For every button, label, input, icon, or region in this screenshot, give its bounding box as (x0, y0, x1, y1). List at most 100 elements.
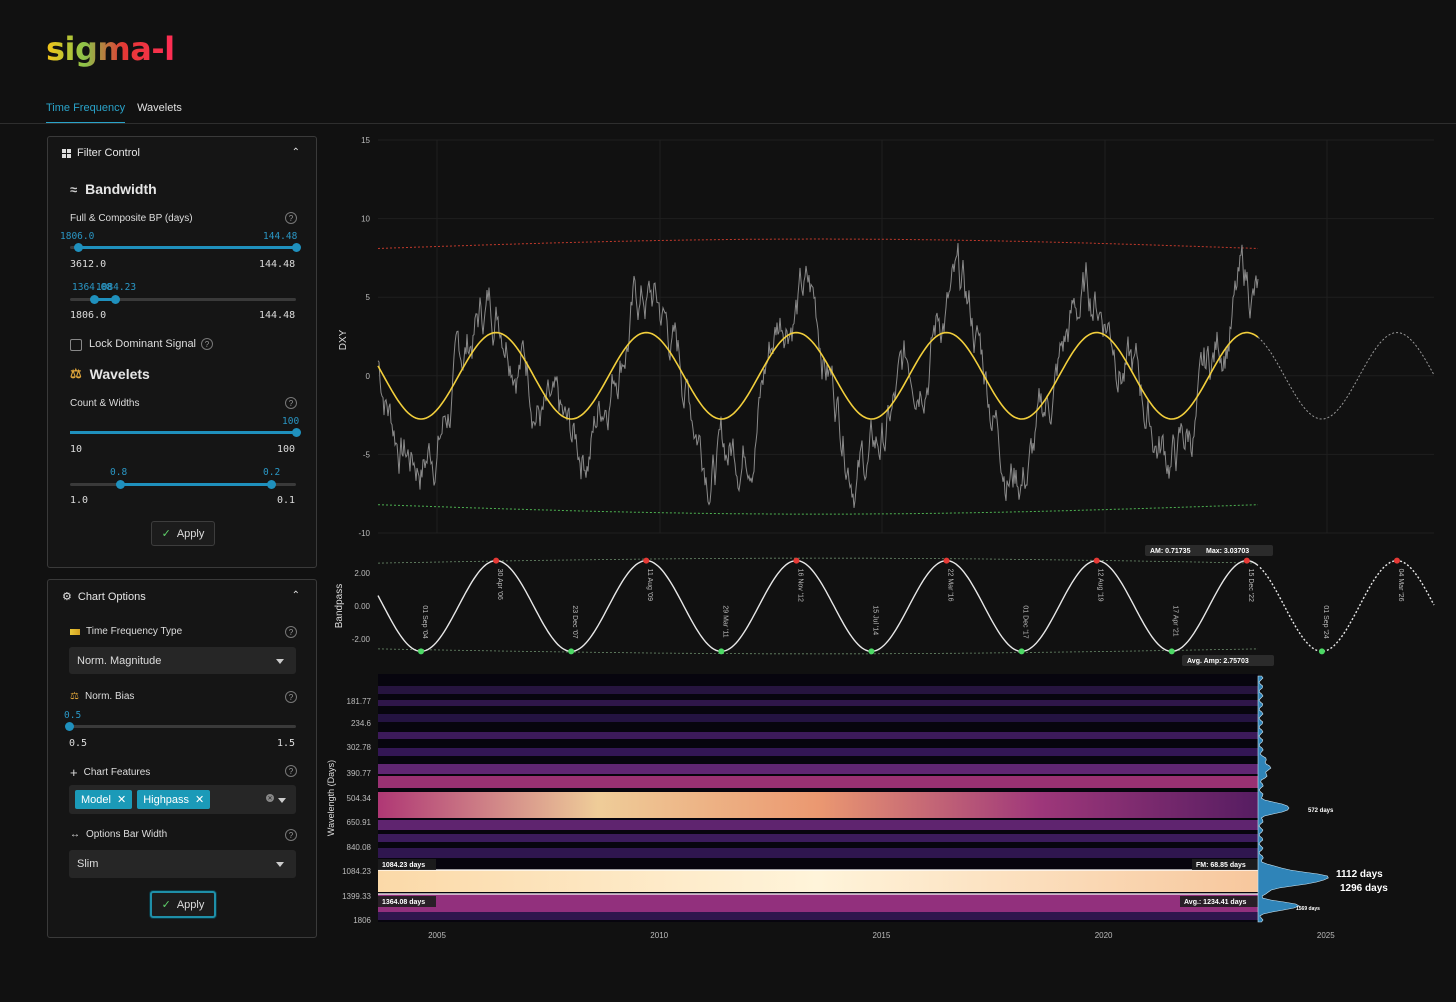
slider1-right-value: 144.48 (263, 231, 298, 242)
tf-type-select[interactable]: Norm. Magnitude (69, 647, 296, 674)
features-label: Chart Features (83, 767, 151, 778)
spectrum-peak-1569: 1569 days (1296, 906, 1320, 912)
chevron-up-icon[interactable]: ⌃ (291, 147, 300, 158)
tf-type-value: Norm. Magnitude (77, 654, 162, 667)
gear-icon: ⚙ (62, 591, 72, 603)
feature-chip-label: Model (81, 793, 111, 806)
close-icon[interactable]: ✕ (116, 794, 127, 806)
tab-wavelets[interactable]: Wavelets (137, 102, 182, 114)
bandpass-peak-marker (943, 557, 950, 564)
avg-amp-label-box (1182, 655, 1274, 666)
tab-bar: Time Frequency Wavelets (46, 100, 182, 124)
bias-label: Norm. Bias (84, 691, 135, 702)
slider4-handle-left[interactable] (116, 480, 125, 489)
bar-width-select[interactable]: Slim (69, 850, 296, 878)
help-icon[interactable]: ? (201, 338, 213, 350)
slider1-fill (78, 246, 296, 249)
bandpass-peak-marker (1243, 557, 1250, 564)
slider2-handle-right[interactable] (111, 295, 120, 304)
features-multiselect[interactable]: Model ✕ Highpass ✕ ✕ (69, 785, 296, 814)
bandpass-peak-marker (493, 557, 500, 564)
chart-options-header[interactable]: ⚙ Chart Options (62, 590, 146, 604)
feature-chip-highpass[interactable]: Highpass ✕ (137, 790, 211, 809)
slider2-max: 144.48 (259, 310, 296, 321)
heatmap-stripe (378, 700, 1258, 706)
close-icon[interactable]: ✕ (195, 794, 205, 806)
bandpass-peak-marker (793, 557, 800, 564)
spectrum-peak-572: 572 days (1308, 808, 1334, 814)
slider2-handle-left[interactable] (90, 295, 99, 304)
filter-apply-button[interactable]: ✓ Apply (151, 521, 215, 546)
avg-tag-box (1180, 896, 1258, 907)
price-ytick-label: -10 (358, 529, 370, 538)
slider1-handle-left[interactable] (74, 243, 83, 252)
slider1-handle-right[interactable] (292, 243, 301, 252)
avg-amp-label: Avg. Amp: 2.75703 (1187, 658, 1249, 665)
heatmap-ytick-label: 840.08 (347, 843, 372, 852)
am-label: AM: 0.71735 (1150, 548, 1191, 555)
tf-type-label: Time Frequency Type (86, 626, 183, 637)
bias-slider-min: 0.5 (69, 738, 88, 749)
options-apply-button[interactable]: ✓ Apply (150, 891, 216, 918)
slider2-track[interactable] (70, 298, 296, 301)
slider3-value: 100 (282, 416, 300, 427)
heatmap-stripe (378, 764, 1258, 774)
filter-control-header[interactable]: Filter Control (62, 147, 140, 159)
help-icon[interactable]: ? (285, 765, 297, 777)
spectrum-histogram (1257, 675, 1329, 923)
model-sine-line (377, 331, 1259, 420)
tab-divider (0, 123, 1456, 124)
bandpass-peak-label: 12 Aug '19 (1097, 569, 1104, 602)
slider2-right-value: 1084.23 (96, 282, 137, 293)
bandpass-peak-label: 16 Nov '12 (796, 569, 803, 602)
bp-label: Full & Composite BP (days) (70, 213, 193, 224)
arrows-horizontal-icon: ↔ (70, 829, 80, 840)
slider4-handle-right[interactable] (267, 480, 276, 489)
slider4-max: 0.1 (277, 495, 296, 506)
charts-svg[interactable]: DXY 15 10 5 0 -5 -10 Bandpass 2.00 0.00 -2.00 3… (320, 128, 1456, 948)
price-chart[interactable]: DXY 15 10 5 0 -5 -10 (338, 136, 1435, 538)
heatmap-stripe (378, 732, 1258, 739)
help-icon[interactable]: ? (285, 397, 297, 409)
feature-chip-model[interactable]: Model ✕ (75, 790, 133, 809)
heatmap-stripe (378, 714, 1258, 722)
bias-slider-handle[interactable] (65, 722, 74, 731)
clear-icon[interactable]: ✕ (266, 794, 274, 802)
chevron-up-icon[interactable]: ⌃ (291, 590, 300, 601)
bandpass-chart[interactable]: Bandpass 2.00 0.00 -2.00 30 Apr '06 11 Aug … (334, 545, 1435, 666)
caret-down-icon (276, 862, 284, 867)
slider3-min: 10 (70, 444, 83, 455)
lower-band-tag-box (378, 896, 436, 907)
heatmap-ytick-label: 504.34 (347, 794, 372, 803)
help-icon[interactable]: ? (285, 829, 297, 841)
feature-chip-label: Highpass (143, 793, 190, 806)
heatmap-xtick-label: 2010 (650, 931, 668, 940)
help-icon[interactable]: ? (285, 691, 297, 703)
lock-checkbox[interactable] (70, 339, 82, 351)
bar-width-value: Slim (77, 858, 99, 870)
help-icon[interactable]: ? (285, 212, 297, 224)
heatmap-stripe (378, 834, 1258, 842)
dominant-band (378, 870, 1258, 892)
heatmap-ytick-label: 390.77 (347, 769, 372, 778)
heatmap-stripe (378, 686, 1258, 694)
chart-options-title: Chart Options (77, 590, 146, 603)
wavelets-heading: ⚖ Wavelets (70, 366, 150, 382)
grid-icon (62, 148, 71, 158)
secondary-band (378, 792, 1258, 818)
tab-time-frequency[interactable]: Time Frequency (46, 100, 126, 124)
heatmap-stripe (378, 912, 1258, 920)
heatmap-ytick-label: 181.77 (347, 697, 372, 706)
bias-slider-value: 0.5 (64, 710, 82, 721)
slider2-left-value: 1364.08 (72, 282, 113, 293)
filter-control-title: Filter Control (77, 147, 140, 159)
bias-slider-track[interactable] (69, 725, 296, 728)
bandwidth-title: Bandwidth (85, 181, 157, 197)
features-row: + Chart Features (70, 765, 150, 780)
bandpass-trough-label: 01 Sep '24 (1322, 605, 1329, 638)
help-icon[interactable]: ? (285, 626, 297, 638)
wavelet-heatmap[interactable]: Wavelength (Days) 181.77 234.6 302.78 390.7… (326, 674, 1388, 940)
max-label: Max: 3.03703 (1206, 548, 1249, 555)
slider3-handle[interactable] (292, 428, 301, 437)
check-icon: ✓ (161, 899, 171, 911)
